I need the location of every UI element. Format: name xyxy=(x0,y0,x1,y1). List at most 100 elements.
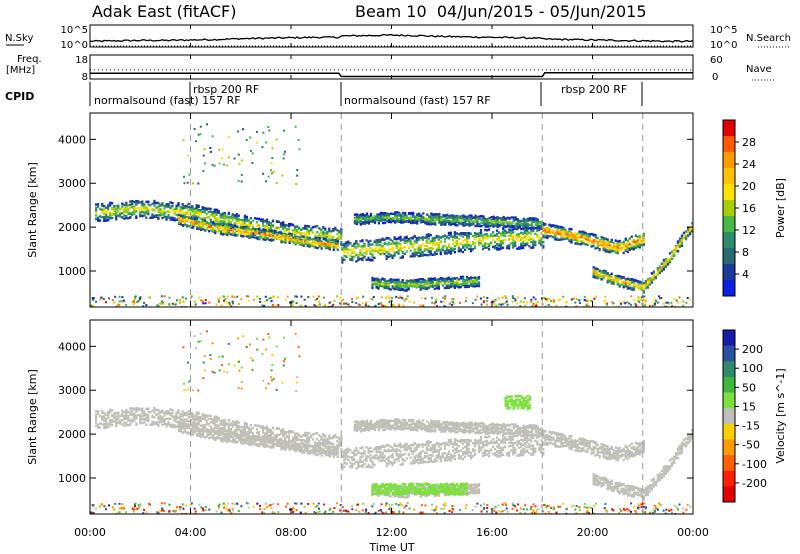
power-colorbar-tick-label-4: 16 xyxy=(742,202,756,215)
freq-unit-label: [MHz] xyxy=(6,65,35,76)
velocity-ytick-label-4: 4000 xyxy=(58,340,86,353)
power-colorbar-swatch-2 xyxy=(723,136,735,153)
velocity-region-4 xyxy=(371,482,469,496)
cpid-panel: CPID normalsound (fast) 157 RF rbsp 200 … xyxy=(5,82,643,107)
power-band-2 xyxy=(177,213,339,251)
velocity-panel: 1000 2000 3000 4000 Slant Range [km] xyxy=(26,319,694,515)
plot-title: Adak East (fitACF) xyxy=(92,2,236,21)
velocity-colorbar-tick-label-1: 200 xyxy=(742,343,763,356)
velocity-ytick-label-2: 2000 xyxy=(58,428,86,441)
nsky-label: N.Sky xyxy=(5,33,33,44)
beam-date-label: Beam 10 04/Jun/2015 - 05/Jun/2015 xyxy=(355,2,647,21)
power-colorbar-swatch-11 xyxy=(723,280,735,297)
velocity-y-axis-label: Slant Range [km] xyxy=(26,369,39,465)
velocity-ytick-label-3: 3000 xyxy=(58,384,86,397)
velocity-colorbar-label: Velocity [m s^-1] xyxy=(774,368,787,463)
xtick-label-7: 00:00 xyxy=(677,526,709,539)
nave-label: Nave xyxy=(746,64,772,75)
nsky-tick-top: 10^5 xyxy=(61,25,88,36)
velocity-colorbar-swatch-6 xyxy=(723,408,735,425)
velocity-band-2 xyxy=(177,420,339,458)
velocity-colorbar-swatch-10 xyxy=(723,470,735,487)
power-panel: 1000 2000 3000 4000 Slant Range [km] xyxy=(26,112,694,308)
power-band-6 xyxy=(592,222,693,294)
cpid-segment-2: rbsp 200 RF xyxy=(193,83,259,96)
velocity-colorbar-swatch-11 xyxy=(723,486,735,503)
power-colorbar-swatch-6 xyxy=(723,200,735,217)
nave-tick-bottom: 0 xyxy=(712,72,718,83)
cpid-segment-3: normalsound (fast) 157 RF xyxy=(344,94,491,107)
power-band-3 xyxy=(341,225,545,264)
cpid-segment-1: normalsound (fast) 157 RF xyxy=(94,94,241,107)
nsearch-tick-bottom: 10^0 xyxy=(710,40,737,51)
power-colorbar-swatch-8 xyxy=(723,232,735,249)
nsky-tick-bottom: 10^0 xyxy=(61,40,88,51)
velocity-near-range-noise xyxy=(90,502,692,514)
velocity-band-4 xyxy=(353,418,543,437)
power-colorbar-swatch-5 xyxy=(723,184,735,201)
velocity-colorbar-swatch-4 xyxy=(723,376,735,393)
velocity-scattered-echoes xyxy=(182,330,301,392)
power-colorbar-swatch-7 xyxy=(723,216,735,233)
power-colorbar-tick-label-6: 8 xyxy=(742,246,749,259)
power-ytick-label-3: 3000 xyxy=(58,177,86,190)
nsky-panel: N.Sky 10^5 10^0 10^5 10^0 N.Search xyxy=(5,24,791,51)
xtick-label-3: 08:00 xyxy=(275,526,307,539)
power-colorbar-tick-label-7: 4 xyxy=(742,268,749,281)
power-colorbar-tick-label-1: 28 xyxy=(742,136,756,149)
power-band-4 xyxy=(353,211,543,230)
power-colorbar-swatch-3 xyxy=(723,152,735,169)
power-ytick-label-2: 2000 xyxy=(58,221,86,234)
velocity-region-5 xyxy=(504,394,531,411)
power-colorbar-tick-label-2: 24 xyxy=(742,158,756,171)
xtick-label-6: 20:00 xyxy=(577,526,609,539)
xtick-label-1: 00:00 xyxy=(74,526,106,539)
x-axis: 00:00 04:00 08:00 12:00 16:00 20:00 00:00 xyxy=(74,25,709,539)
velocity-ytick-label-1: 1000 xyxy=(58,472,86,485)
power-near-range-noise xyxy=(90,295,692,307)
power-colorbar-swatch-4 xyxy=(723,168,735,185)
nave-tick-top: 60 xyxy=(710,55,723,66)
power-colorbar-tick-label-3: 20 xyxy=(742,180,756,193)
power-scattered-echoes xyxy=(182,123,301,185)
velocity-colorbar-swatch-9 xyxy=(723,455,735,472)
power-colorbar-swatch-10 xyxy=(723,264,735,281)
power-colorbar-swatch-1 xyxy=(723,120,735,137)
velocity-colorbar-tick-label-2: 100 xyxy=(742,362,763,375)
power-y-axis-label: Slant Range [km] xyxy=(26,162,39,258)
xtick-label-4: 12:00 xyxy=(376,526,408,539)
velocity-colorbar-tick-label-5: -15 xyxy=(742,420,760,433)
velocity-colorbar-tick-label-4: 15 xyxy=(742,400,756,413)
freq-label: Freq. xyxy=(17,54,42,65)
velocity-band-3 xyxy=(341,432,545,471)
nsearch-tick-top: 10^5 xyxy=(710,25,737,36)
power-colorbar: 28 24 20 16 12 8 4 Power [dB] xyxy=(722,119,787,297)
xtick-label-2: 04:00 xyxy=(175,526,207,539)
power-colorbar-label: Power [dB] xyxy=(774,178,787,238)
power-colorbar-tick-label-5: 12 xyxy=(742,224,756,237)
velocity-band-5 xyxy=(542,429,645,462)
freq-series-line xyxy=(90,71,693,78)
velocity-colorbar-tick-label-6: -50 xyxy=(742,439,760,452)
velocity-colorbar-swatch-8 xyxy=(723,439,735,456)
freq-tick-top: 18 xyxy=(75,55,88,66)
freq-panel: Freq. [MHz] 18 8 60 0 Nave xyxy=(6,54,775,83)
power-colorbar-swatch-9 xyxy=(723,248,735,265)
xtick-label-5: 16:00 xyxy=(476,526,508,539)
cpid-label: CPID xyxy=(5,90,34,103)
cpid-segment-4: rbsp 200 RF xyxy=(561,83,627,96)
velocity-colorbar-swatch-5 xyxy=(723,392,735,409)
x-axis-label: Time UT xyxy=(368,541,414,554)
power-ytick-label-4: 4000 xyxy=(58,133,86,146)
power-band-5 xyxy=(542,222,645,255)
velocity-colorbar-swatch-2 xyxy=(723,345,735,362)
power-band-7 xyxy=(371,275,481,292)
freq-tick-bottom: 8 xyxy=(82,72,88,83)
velocity-colorbar-tick-label-8: -200 xyxy=(742,477,767,490)
velocity-colorbar-swatch-1 xyxy=(723,330,735,347)
power-ytick-label-1: 1000 xyxy=(58,265,86,278)
velocity-colorbar-tick-label-7: -100 xyxy=(742,458,767,471)
velocity-colorbar-swatch-3 xyxy=(723,361,735,378)
velocity-band-6 xyxy=(592,429,693,501)
